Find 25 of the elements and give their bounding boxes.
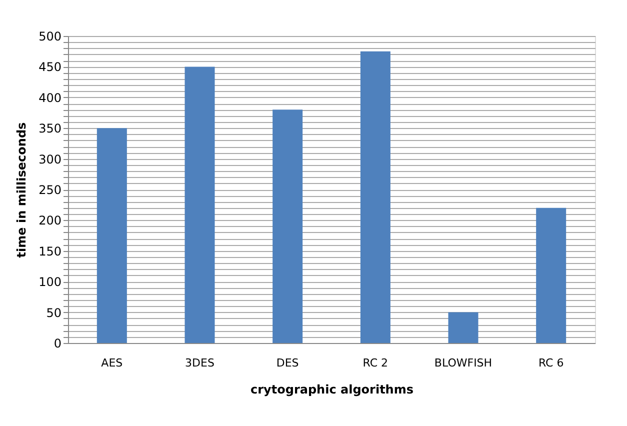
y-tick-label: 350	[38, 122, 62, 136]
bar	[96, 128, 127, 343]
bar	[448, 312, 478, 343]
y-tick-label: 50	[46, 306, 62, 320]
y-tick-label: 100	[38, 275, 62, 290]
x-tick-label: DES	[276, 356, 299, 370]
x-tick-label: BLOWFISH	[434, 356, 492, 370]
bar	[184, 66, 215, 343]
bar	[360, 51, 390, 343]
y-tick-label: 250	[38, 183, 62, 197]
x-tick-label: RC 6	[538, 356, 564, 370]
y-tick-label: 300	[38, 152, 62, 166]
x-tick-label: RC 2	[362, 356, 388, 370]
bar	[536, 208, 566, 343]
y-tick-label: 200	[38, 214, 62, 228]
y-tick-label: 0	[54, 336, 62, 350]
y-axis-title: time in milliseconds	[14, 122, 29, 258]
y-tick-label: 450	[38, 60, 62, 74]
x-tick-label: AES	[101, 356, 123, 370]
x-tick-label: 3DES	[185, 356, 214, 370]
y-tick-label: 400	[38, 90, 62, 105]
y-tick-label: 500	[38, 30, 62, 44]
y-tick-label: 150	[38, 244, 62, 258]
bar	[272, 110, 303, 343]
x-axis-title: crytographic algorithms	[250, 382, 414, 396]
